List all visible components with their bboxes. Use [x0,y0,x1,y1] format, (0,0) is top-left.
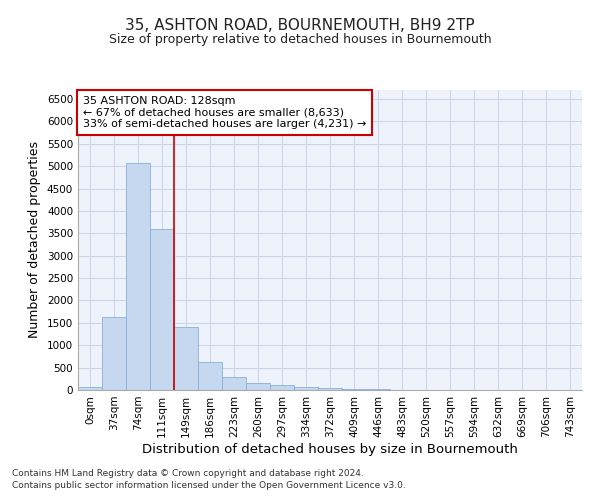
Text: Size of property relative to detached houses in Bournemouth: Size of property relative to detached ho… [109,32,491,46]
Bar [246,383,270,390]
Bar [294,386,318,390]
X-axis label: Distribution of detached houses by size in Bournemouth: Distribution of detached houses by size … [142,442,518,456]
Bar [270,386,294,390]
Bar [318,388,342,390]
Text: 35, ASHTON ROAD, BOURNEMOUTH, BH9 2TP: 35, ASHTON ROAD, BOURNEMOUTH, BH9 2TP [125,18,475,32]
Bar [342,388,366,390]
Bar [366,388,390,390]
Y-axis label: Number of detached properties: Number of detached properties [28,142,41,338]
Bar [222,377,246,390]
Bar [102,316,126,390]
Bar [198,362,222,390]
Text: Contains HM Land Registry data © Crown copyright and database right 2024.: Contains HM Land Registry data © Crown c… [12,468,364,477]
Text: 35 ASHTON ROAD: 128sqm
← 67% of detached houses are smaller (8,633)
33% of semi-: 35 ASHTON ROAD: 128sqm ← 67% of detached… [83,96,367,129]
Text: Contains public sector information licensed under the Open Government Licence v3: Contains public sector information licen… [12,481,406,490]
Bar [174,328,198,390]
Bar [150,230,174,390]
Bar [78,386,102,390]
Bar [126,164,150,390]
